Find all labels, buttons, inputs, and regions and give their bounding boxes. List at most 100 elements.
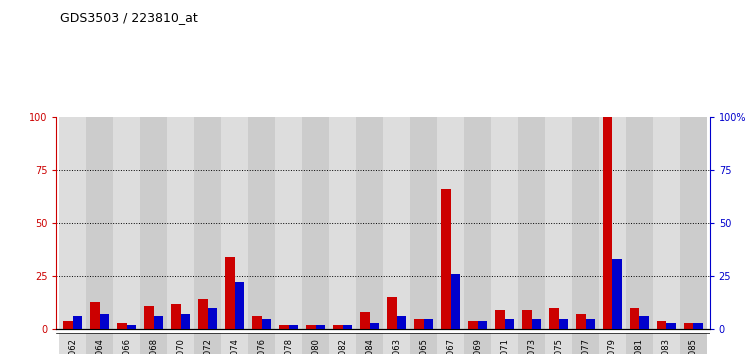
Bar [572,333,599,354]
Bar [680,333,707,354]
Bar [356,117,383,329]
Text: GSM306063: GSM306063 [392,338,401,354]
Bar [63,321,73,329]
Bar [495,310,505,329]
Bar [59,333,86,354]
Text: GSM306073: GSM306073 [527,338,536,354]
Text: GSM306074: GSM306074 [230,338,239,354]
Bar [572,117,599,329]
Bar [464,333,491,354]
Bar [144,306,153,329]
Bar [653,333,680,354]
Text: GSM306075: GSM306075 [554,338,563,354]
Bar [329,333,356,354]
Text: GDS3503 / 223810_at: GDS3503 / 223810_at [60,11,198,24]
Bar [315,325,325,329]
Bar [491,333,518,354]
Bar [684,323,693,329]
Bar [657,321,666,329]
Bar [126,325,136,329]
Bar [414,319,424,329]
Bar [59,117,86,329]
Bar [117,323,126,329]
Text: GSM306072: GSM306072 [203,338,212,354]
Bar [478,321,487,329]
Text: GSM306067: GSM306067 [446,338,455,354]
Bar [234,282,244,329]
Bar [86,117,113,329]
Text: GSM306079: GSM306079 [608,338,617,354]
Bar [603,117,613,329]
Bar [630,308,640,329]
Bar [356,333,383,354]
Bar [100,314,109,329]
Bar [522,310,532,329]
Bar [167,117,194,329]
Text: GSM306084: GSM306084 [365,338,374,354]
Bar [383,333,410,354]
Bar [360,312,369,329]
Text: GSM306071: GSM306071 [500,338,509,354]
Bar [140,333,167,354]
Bar [518,117,545,329]
Bar [140,117,167,329]
Bar [387,297,397,329]
Bar [288,325,298,329]
Bar [549,308,559,329]
Bar [545,333,572,354]
Bar [451,274,460,329]
Bar [599,333,626,354]
Text: GSM306085: GSM306085 [689,338,698,354]
Bar [275,117,302,329]
Bar [342,325,352,329]
Bar [86,333,113,354]
Bar [252,316,261,329]
Text: GSM306068: GSM306068 [149,338,158,354]
Bar [333,325,342,329]
Text: GSM306082: GSM306082 [338,338,347,354]
Bar [306,325,315,329]
Bar [248,117,275,329]
Bar [90,302,100,329]
Bar [518,333,545,354]
Bar [532,319,541,329]
Text: GSM306066: GSM306066 [122,338,131,354]
Bar [424,319,433,329]
Text: GSM306062: GSM306062 [68,338,77,354]
Bar [275,333,302,354]
Text: GSM306065: GSM306065 [419,338,428,354]
Bar [302,333,329,354]
Bar [545,117,572,329]
Bar [302,117,329,329]
Bar [626,117,653,329]
Text: GSM306083: GSM306083 [662,338,671,354]
Bar [653,117,680,329]
Text: GSM306069: GSM306069 [473,338,482,354]
Bar [369,323,379,329]
Bar [576,314,586,329]
Bar [666,323,676,329]
Bar [279,325,288,329]
Bar [180,314,190,329]
Bar [198,299,207,329]
Bar [73,316,82,329]
Bar [248,333,275,354]
Bar [167,333,194,354]
Bar [640,316,649,329]
Bar [221,333,248,354]
Bar [207,308,217,329]
Text: GSM306076: GSM306076 [257,338,266,354]
Bar [599,117,626,329]
Bar [171,304,180,329]
Bar [626,333,653,354]
Bar [221,117,248,329]
Bar [491,117,518,329]
Bar [153,316,163,329]
Bar [383,117,410,329]
Bar [329,117,356,329]
Bar [586,319,595,329]
Bar [194,333,221,354]
Bar [464,117,491,329]
Bar [410,117,437,329]
Bar [194,117,221,329]
